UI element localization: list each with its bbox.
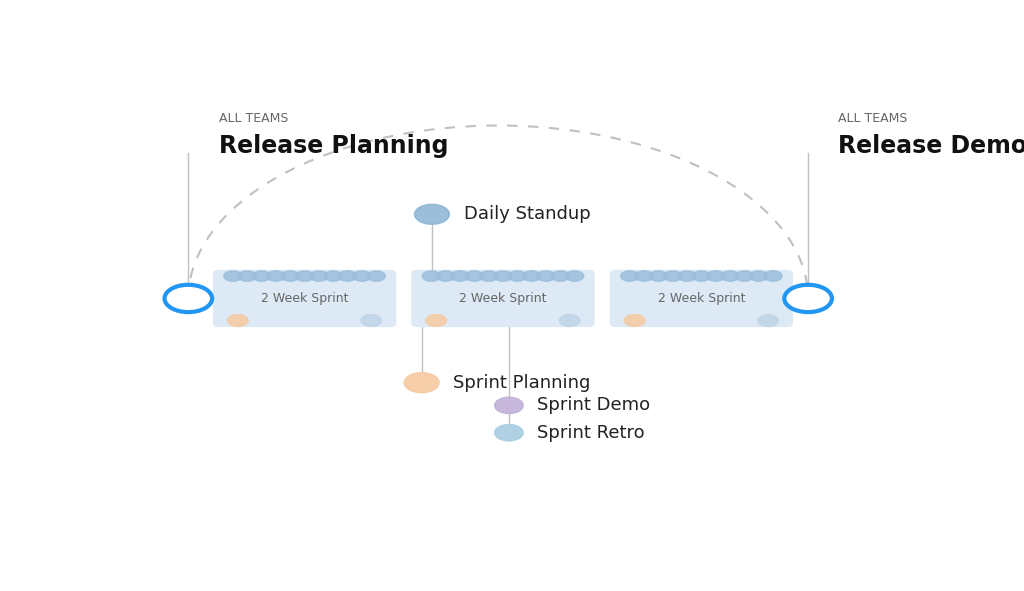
Circle shape (465, 271, 483, 281)
Circle shape (426, 314, 446, 326)
Circle shape (750, 271, 768, 281)
Circle shape (227, 314, 248, 326)
Circle shape (494, 271, 512, 281)
Circle shape (165, 285, 212, 312)
FancyBboxPatch shape (213, 269, 396, 327)
Circle shape (253, 271, 270, 281)
FancyBboxPatch shape (412, 269, 595, 327)
Text: ALL TEAMS: ALL TEAMS (839, 112, 907, 125)
Circle shape (479, 271, 498, 281)
Circle shape (352, 271, 371, 281)
Text: Release Demo: Release Demo (839, 134, 1024, 158)
Circle shape (707, 271, 725, 281)
Circle shape (338, 271, 356, 281)
FancyBboxPatch shape (609, 269, 793, 327)
Circle shape (621, 271, 639, 281)
Circle shape (361, 314, 382, 326)
Circle shape (282, 271, 299, 281)
Circle shape (239, 271, 256, 281)
Circle shape (559, 314, 580, 326)
Text: 2 Week Sprint: 2 Week Sprint (459, 292, 547, 305)
Circle shape (678, 271, 696, 281)
Text: 2 Week Sprint: 2 Week Sprint (657, 292, 745, 305)
Circle shape (325, 271, 342, 281)
Text: Sprint Retro: Sprint Retro (538, 424, 645, 441)
Circle shape (764, 271, 782, 281)
Circle shape (625, 314, 645, 326)
Circle shape (537, 271, 555, 281)
Text: 2 Week Sprint: 2 Week Sprint (261, 292, 348, 305)
Text: Release Planning: Release Planning (219, 134, 449, 158)
Text: Sprint Planning: Sprint Planning (454, 374, 591, 392)
Circle shape (495, 424, 523, 441)
Circle shape (422, 271, 440, 281)
Circle shape (649, 271, 668, 281)
Circle shape (367, 271, 385, 281)
Text: Sprint Demo: Sprint Demo (538, 397, 650, 414)
Circle shape (635, 271, 653, 281)
Circle shape (784, 285, 831, 312)
Circle shape (565, 271, 584, 281)
Circle shape (692, 271, 711, 281)
Circle shape (224, 271, 242, 281)
Circle shape (522, 271, 541, 281)
Circle shape (415, 204, 450, 224)
Circle shape (404, 373, 439, 392)
Circle shape (721, 271, 739, 281)
Circle shape (551, 271, 569, 281)
Circle shape (267, 271, 285, 281)
Circle shape (664, 271, 682, 281)
Circle shape (758, 314, 778, 326)
Circle shape (451, 271, 469, 281)
Circle shape (508, 271, 526, 281)
Circle shape (296, 271, 313, 281)
Text: ALL TEAMS: ALL TEAMS (219, 112, 289, 125)
Circle shape (310, 271, 328, 281)
Text: Daily Standup: Daily Standup (464, 205, 591, 223)
Circle shape (735, 271, 754, 281)
Circle shape (436, 271, 455, 281)
Circle shape (495, 397, 523, 414)
